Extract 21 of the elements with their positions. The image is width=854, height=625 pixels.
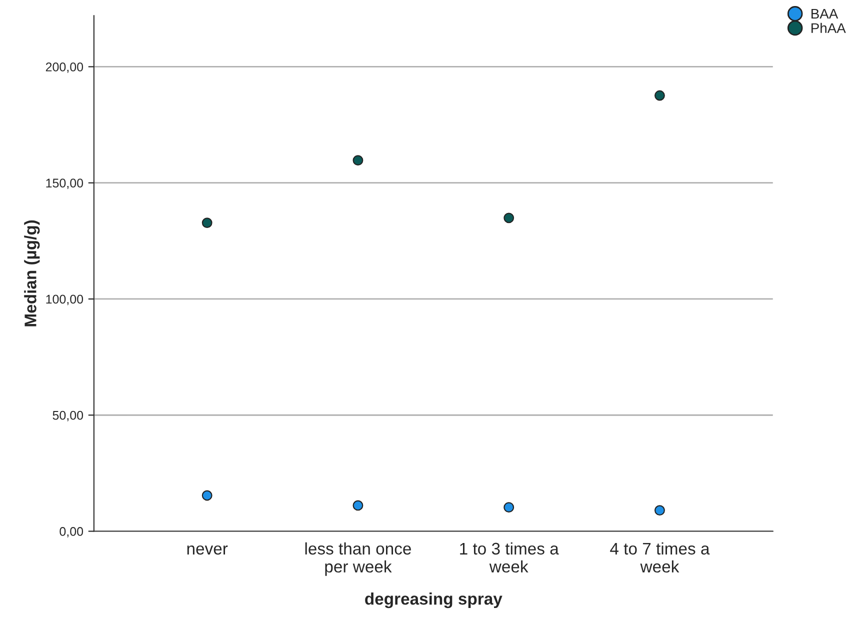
point (654, 505, 665, 516)
point (504, 212, 514, 224)
legend-label: PhAA (812, 22, 846, 33)
x-tick-label: 4 to 7 times a week (610, 542, 710, 573)
point (504, 502, 514, 513)
point (202, 490, 212, 501)
point (352, 155, 364, 166)
x-tick-label: less than once per week (305, 542, 411, 576)
y-tick-label: 100,00 (46, 294, 84, 306)
point (654, 90, 665, 101)
y-tick-label: 150,00 (46, 178, 84, 189)
y-tick-label: 200,00 (46, 62, 84, 73)
x-tick-label: 1 to 3 times a week (460, 542, 559, 573)
point (352, 500, 364, 511)
y-tick-label: 50,00 (52, 410, 84, 422)
point (202, 218, 212, 228)
y-tick-label: 0,00 (60, 527, 84, 538)
x-tick-label: never (187, 545, 228, 555)
legend-label: BAA (812, 9, 838, 19)
y-axis-title: Median (µg/g) (24, 220, 40, 326)
x-axis-title: degreasing spray (365, 592, 502, 608)
